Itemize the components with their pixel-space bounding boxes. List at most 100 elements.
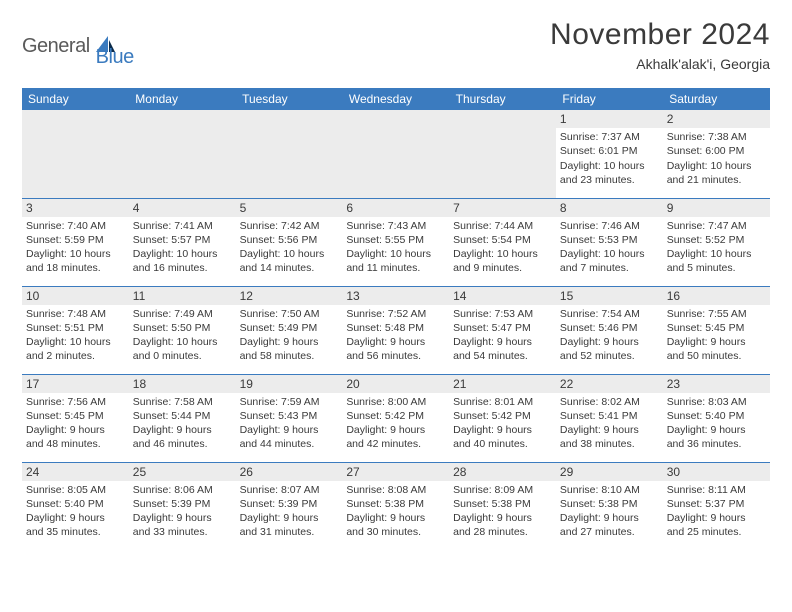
day-details: Sunrise: 7:59 AMSunset: 5:43 PMDaylight:…: [240, 395, 339, 452]
day-number: 2: [663, 110, 770, 128]
calendar-cell: 4 Sunrise: 7:41 AMSunset: 5:57 PMDaylight…: [129, 198, 236, 286]
calendar-cell: 18 Sunrise: 7:58 AMSunset: 5:44 PMDayligh…: [129, 374, 236, 462]
day-number: 14: [449, 287, 556, 305]
day-number: 22: [556, 375, 663, 393]
calendar-week: 24 Sunrise: 8:05 AMSunset: 5:40 PMDayligh…: [22, 462, 770, 550]
day-number: 17: [22, 375, 129, 393]
day-details: Sunrise: 7:49 AMSunset: 5:50 PMDaylight:…: [133, 307, 232, 364]
calendar-cell: 19 Sunrise: 7:59 AMSunset: 5:43 PMDayligh…: [236, 374, 343, 462]
day-details: Sunrise: 7:56 AMSunset: 5:45 PMDaylight:…: [26, 395, 125, 452]
calendar-cell: 9 Sunrise: 7:47 AMSunset: 5:52 PMDaylight…: [663, 198, 770, 286]
calendar-cell: 12 Sunrise: 7:50 AMSunset: 5:49 PMDayligh…: [236, 286, 343, 374]
day-details: Sunrise: 8:10 AMSunset: 5:38 PMDaylight:…: [560, 483, 659, 540]
calendar-cell: 24 Sunrise: 8:05 AMSunset: 5:40 PMDayligh…: [22, 462, 129, 550]
calendar-cell: 21 Sunrise: 8:01 AMSunset: 5:42 PMDayligh…: [449, 374, 556, 462]
location-label: Akhalk'alak'i, Georgia: [550, 56, 770, 72]
calendar-cell: 6Sunrise: 7:43 AMSunset: 5:55 PMDaylight…: [342, 198, 449, 286]
day-details: Sunrise: 7:40 AMSunset: 5:59 PMDaylight:…: [26, 219, 125, 276]
calendar-cell: 14Sunrise: 7:53 AMSunset: 5:47 PMDayligh…: [449, 286, 556, 374]
day-details: Sunrise: 8:09 AMSunset: 5:38 PMDaylight:…: [453, 483, 552, 540]
day-header: Monday: [129, 88, 236, 110]
calendar-cell: 27 Sunrise: 8:08 AMSunset: 5:38 PMDayligh…: [342, 462, 449, 550]
calendar-cell: 25 Sunrise: 8:06 AMSunset: 5:39 PMDayligh…: [129, 462, 236, 550]
calendar-cell: 23 Sunrise: 8:03 AMSunset: 5:40 PMDayligh…: [663, 374, 770, 462]
calendar-cell: [236, 110, 343, 198]
day-details: Sunrise: 7:41 AMSunset: 5:57 PMDaylight:…: [133, 219, 232, 276]
calendar-week: 17 Sunrise: 7:56 AMSunset: 5:45 PMDayligh…: [22, 374, 770, 462]
day-header: Wednesday: [342, 88, 449, 110]
calendar-cell: [342, 110, 449, 198]
calendar-cell: 15Sunrise: 7:54 AMSunset: 5:46 PMDayligh…: [556, 286, 663, 374]
logo-text-general: General: [22, 35, 90, 58]
calendar-cell: 26Sunrise: 8:07 AMSunset: 5:39 PMDayligh…: [236, 462, 343, 550]
day-details: Sunrise: 8:03 AMSunset: 5:40 PMDaylight:…: [667, 395, 766, 452]
calendar-header: SundayMondayTuesdayWednesdayThursdayFrid…: [22, 88, 770, 110]
day-details: Sunrise: 7:47 AMSunset: 5:52 PMDaylight:…: [667, 219, 766, 276]
calendar-cell: [22, 110, 129, 198]
day-details: Sunrise: 8:11 AMSunset: 5:37 PMDaylight:…: [667, 483, 766, 540]
day-number: 18: [129, 375, 236, 393]
day-header: Tuesday: [236, 88, 343, 110]
calendar-cell: 3 Sunrise: 7:40 AMSunset: 5:59 PMDaylight…: [22, 198, 129, 286]
day-details: Sunrise: 8:05 AMSunset: 5:40 PMDaylight:…: [26, 483, 125, 540]
day-number: 25: [129, 463, 236, 481]
day-details: Sunrise: 7:58 AMSunset: 5:44 PMDaylight:…: [133, 395, 232, 452]
page-title: November 2024: [550, 18, 770, 52]
day-number: 16: [663, 287, 770, 305]
day-details: Sunrise: 7:52 AMSunset: 5:48 PMDaylight:…: [346, 307, 445, 364]
day-details: Sunrise: 8:02 AMSunset: 5:41 PMDaylight:…: [560, 395, 659, 452]
day-number: 19: [236, 375, 343, 393]
calendar-cell: 2 Sunrise: 7:38 AMSunset: 6:00 PMDaylight…: [663, 110, 770, 198]
day-details: Sunrise: 7:55 AMSunset: 5:45 PMDaylight:…: [667, 307, 766, 364]
day-number: 8: [556, 199, 663, 217]
day-number: 29: [556, 463, 663, 481]
day-details: Sunrise: 7:38 AMSunset: 6:00 PMDaylight:…: [667, 130, 766, 187]
calendar-body: 1 Sunrise: 7:37 AMSunset: 6:01 PMDaylight…: [22, 110, 770, 550]
day-details: Sunrise: 8:07 AMSunset: 5:39 PMDaylight:…: [240, 483, 339, 540]
day-number: 28: [449, 463, 556, 481]
day-details: Sunrise: 7:54 AMSunset: 5:46 PMDaylight:…: [560, 307, 659, 364]
day-details: Sunrise: 8:08 AMSunset: 5:38 PMDaylight:…: [346, 483, 445, 540]
calendar-week: 1 Sunrise: 7:37 AMSunset: 6:01 PMDaylight…: [22, 110, 770, 198]
day-number: 4: [129, 199, 236, 217]
calendar-cell: 16 Sunrise: 7:55 AMSunset: 5:45 PMDayligh…: [663, 286, 770, 374]
calendar-cell: 13 Sunrise: 7:52 AMSunset: 5:48 PMDayligh…: [342, 286, 449, 374]
calendar-cell: 1 Sunrise: 7:37 AMSunset: 6:01 PMDaylight…: [556, 110, 663, 198]
day-number: 20: [342, 375, 449, 393]
day-number: 23: [663, 375, 770, 393]
calendar-cell: 7Sunrise: 7:44 AMSunset: 5:54 PMDaylight…: [449, 198, 556, 286]
calendar-cell: 11 Sunrise: 7:49 AMSunset: 5:50 PMDayligh…: [129, 286, 236, 374]
logo-text-blue: Blue: [96, 46, 134, 68]
logo: General Blue: [22, 24, 134, 69]
calendar-cell: 20 Sunrise: 8:00 AMSunset: 5:42 PMDayligh…: [342, 374, 449, 462]
calendar-cell: 8Sunrise: 7:46 AMSunset: 5:53 PMDaylight…: [556, 198, 663, 286]
day-number: 9: [663, 199, 770, 217]
day-number: 21: [449, 375, 556, 393]
calendar-cell: 30Sunrise: 8:11 AMSunset: 5:37 PMDayligh…: [663, 462, 770, 550]
day-number: 5: [236, 199, 343, 217]
day-header: Saturday: [663, 88, 770, 110]
day-number: 24: [22, 463, 129, 481]
day-number: 1: [556, 110, 663, 128]
day-details: Sunrise: 7:42 AMSunset: 5:56 PMDaylight:…: [240, 219, 339, 276]
day-details: Sunrise: 7:43 AMSunset: 5:55 PMDaylight:…: [346, 219, 445, 276]
day-number: 13: [342, 287, 449, 305]
day-number: 3: [22, 199, 129, 217]
day-number: 27: [342, 463, 449, 481]
day-number: 11: [129, 287, 236, 305]
day-header: Friday: [556, 88, 663, 110]
day-details: Sunrise: 7:37 AMSunset: 6:01 PMDaylight:…: [560, 130, 659, 187]
day-number: 10: [22, 287, 129, 305]
calendar-cell: 29 Sunrise: 8:10 AMSunset: 5:38 PMDayligh…: [556, 462, 663, 550]
day-details: Sunrise: 8:06 AMSunset: 5:39 PMDaylight:…: [133, 483, 232, 540]
calendar-table: SundayMondayTuesdayWednesdayThursdayFrid…: [22, 88, 770, 550]
calendar-cell: 17 Sunrise: 7:56 AMSunset: 5:45 PMDayligh…: [22, 374, 129, 462]
calendar-cell: [129, 110, 236, 198]
day-details: Sunrise: 8:00 AMSunset: 5:42 PMDaylight:…: [346, 395, 445, 452]
day-number: 12: [236, 287, 343, 305]
calendar-cell: 5 Sunrise: 7:42 AMSunset: 5:56 PMDaylight…: [236, 198, 343, 286]
day-details: Sunrise: 7:50 AMSunset: 5:49 PMDaylight:…: [240, 307, 339, 364]
day-details: Sunrise: 8:01 AMSunset: 5:42 PMDaylight:…: [453, 395, 552, 452]
calendar-week: 10Sunrise: 7:48 AMSunset: 5:51 PMDayligh…: [22, 286, 770, 374]
day-header: Sunday: [22, 88, 129, 110]
